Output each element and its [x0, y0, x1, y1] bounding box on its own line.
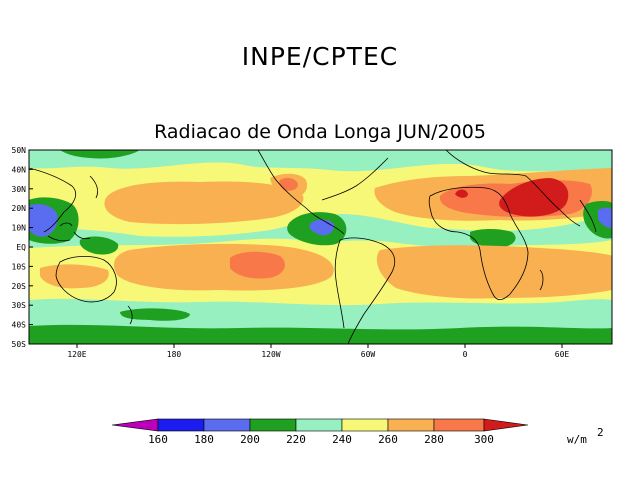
colorbar-swatch	[157, 418, 205, 432]
lat-label: EQ	[16, 243, 26, 252]
field-arabia-300	[499, 178, 569, 217]
olr-field	[29, 150, 612, 344]
colorbar-label: 200	[240, 433, 260, 446]
coast-indonesia	[47, 222, 91, 242]
coast-asia	[29, 167, 77, 233]
colorbar-swatch	[111, 418, 159, 432]
lon-label: 120W	[261, 350, 280, 359]
colorbar-labels: 160 180 200 220 240 260 280 300	[148, 433, 494, 446]
colorbar-label: 180	[194, 433, 214, 446]
lat-label: 20S	[12, 282, 27, 291]
colorbar-label: 220	[286, 433, 306, 446]
field-npac-260	[104, 181, 304, 225]
colorbar-label: 160	[148, 433, 168, 446]
lon-label: 60E	[555, 350, 570, 359]
coast-namerica	[257, 150, 389, 235]
field-north-220	[29, 150, 612, 172]
colorbar-swatch	[341, 418, 389, 432]
page-title: INPE/CPTEC	[241, 42, 399, 71]
field-south-200	[29, 324, 612, 344]
units-exponent: 2	[597, 426, 604, 439]
field-aus-260	[40, 264, 109, 289]
colorbar-swatch	[483, 418, 529, 432]
lon-ticks	[76, 344, 563, 348]
units-label: w/m	[567, 433, 587, 446]
lat-label: 20N	[12, 204, 27, 213]
coast-australia	[55, 256, 117, 303]
coastlines	[29, 150, 597, 344]
lon-labels: 120E 180 120W 60W 0 60E	[67, 350, 569, 359]
lat-label: 50N	[12, 146, 27, 155]
field-spac-280	[230, 251, 285, 279]
colorbar-swatch	[295, 418, 343, 432]
lon-label: 120E	[67, 350, 86, 359]
lat-label: 30N	[12, 185, 27, 194]
lat-label: 30S	[12, 301, 27, 310]
lat-label: 10S	[12, 262, 27, 271]
field-spac-260	[114, 243, 334, 291]
field-wpac-180	[29, 204, 58, 237]
colorbar-label: 240	[332, 433, 352, 446]
colorbar	[111, 418, 529, 432]
lat-label: 10N	[12, 224, 27, 233]
colorbar-swatch	[203, 418, 251, 432]
map-subtitle: Radiacao de Onda Longa JUN/2005	[154, 121, 486, 143]
field-africa-200	[470, 229, 516, 248]
coast-nz	[127, 305, 133, 325]
coast-eurasia	[445, 150, 597, 233]
coast-samerica	[334, 237, 396, 344]
coast-madagascar	[539, 269, 544, 291]
lat-labels: 50N 40N 30N 20N 10N EQ 10S 20S 30S 40S 5…	[12, 146, 27, 349]
colorbar-label: 280	[424, 433, 444, 446]
colorbar-swatch	[249, 418, 297, 432]
lat-label: 50S	[12, 340, 27, 349]
colorbar-label: 300	[474, 433, 494, 446]
field-north-200	[60, 150, 140, 159]
lat-label: 40S	[12, 321, 27, 330]
field-south-200b	[120, 308, 190, 321]
lon-label: 0	[463, 350, 468, 359]
coast-africa	[428, 186, 529, 300]
lon-label: 60W	[361, 350, 376, 359]
lat-label: 40N	[12, 165, 27, 174]
field-png-200	[79, 236, 119, 255]
field-satl-260	[376, 245, 612, 299]
colorbar-label: 260	[378, 433, 398, 446]
field-sahara-300	[455, 189, 468, 198]
lon-label: 180	[167, 350, 182, 359]
colorbar-swatch	[387, 418, 435, 432]
lat-ticks	[29, 149, 33, 345]
colorbar-swatch	[433, 418, 485, 432]
coast-japan	[89, 175, 98, 199]
field-wus-280	[279, 177, 298, 191]
field-bengal-180	[598, 207, 612, 228]
